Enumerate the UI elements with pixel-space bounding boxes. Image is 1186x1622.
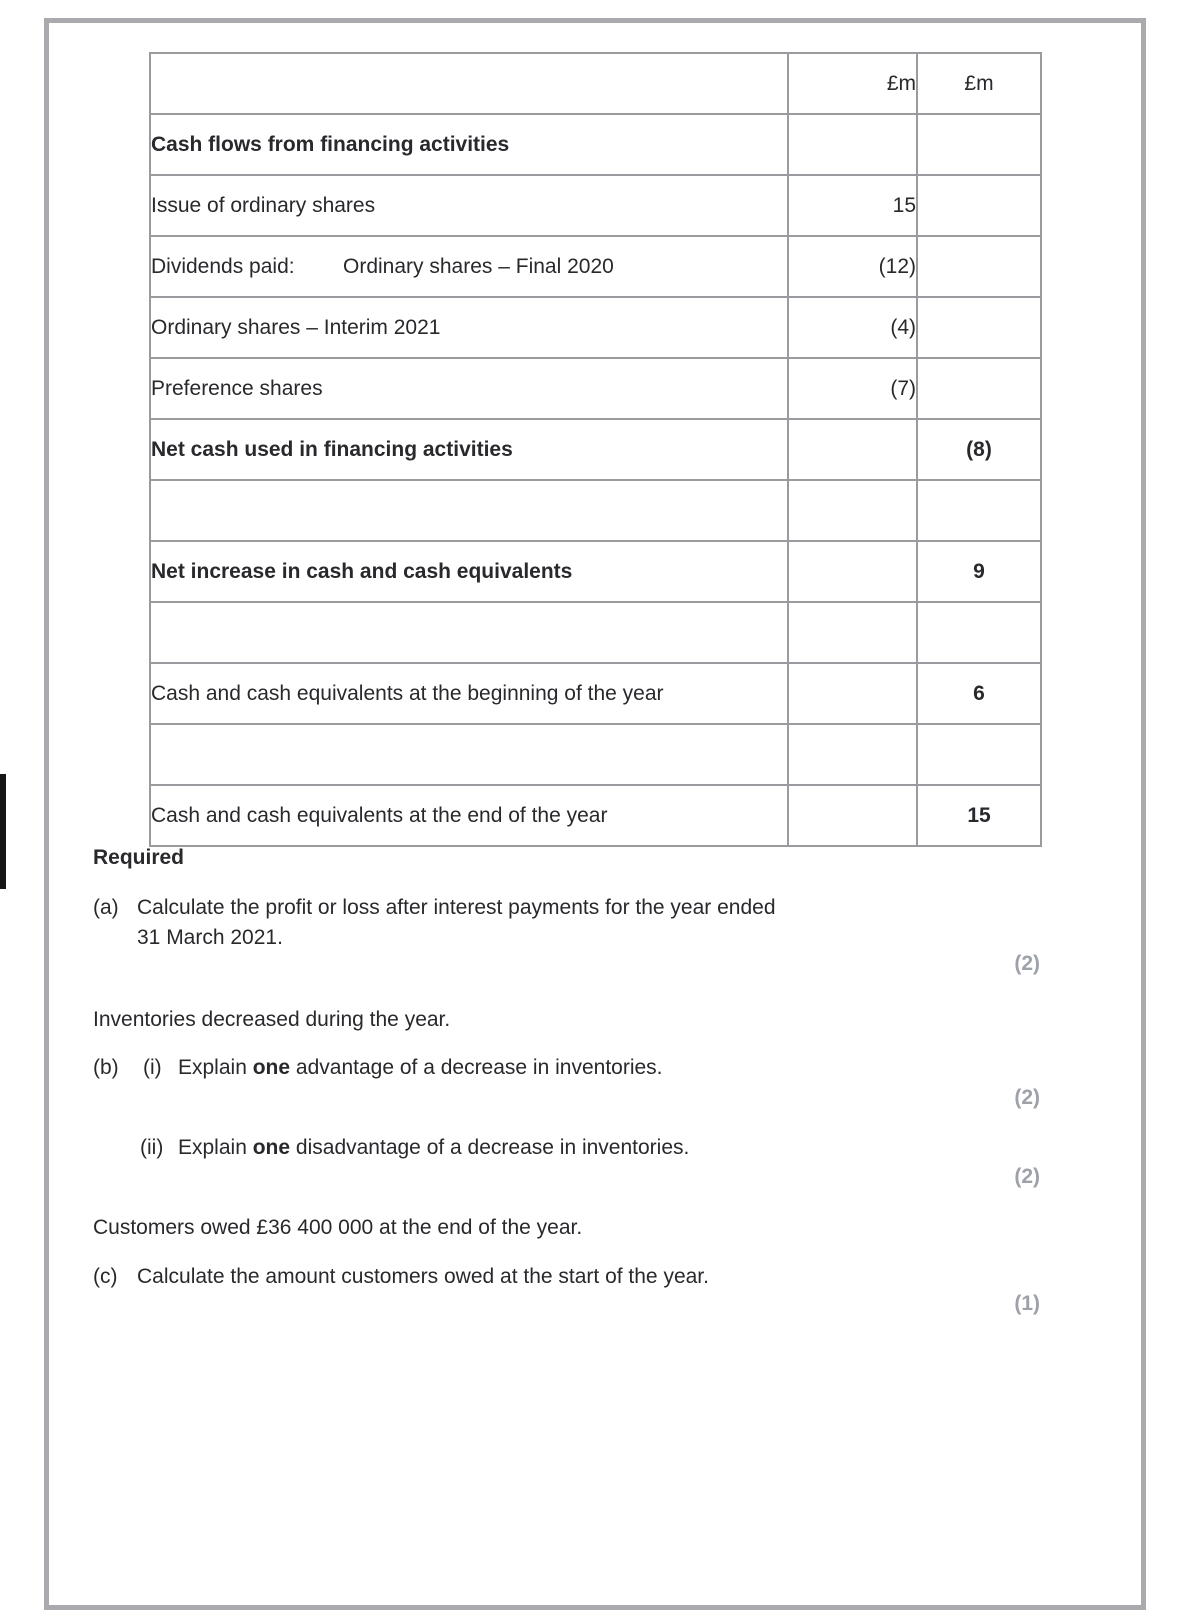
part-b-ii-marks: (2)	[1014, 1165, 1040, 1188]
table-row: Net cash used in financing activities (8…	[149, 418, 1042, 481]
part-a-line1: (a) Calculate the profit or loss after in…	[93, 895, 776, 921]
inventories-note: Inventories decreased during the year.	[93, 1008, 451, 1031]
amount-cell	[787, 723, 918, 786]
part-b-number: (b)	[93, 1056, 119, 1079]
part-b-i-number: (i)	[143, 1056, 162, 1079]
amount-cell	[787, 601, 918, 664]
customers-note: Customers owed £36 400 000 at the end of…	[93, 1216, 583, 1239]
amount-cell: (7)	[787, 357, 918, 420]
table-header-row: £m £m	[149, 52, 1042, 115]
amount-cell	[787, 418, 918, 481]
table-row-blank	[149, 479, 1042, 542]
part-a-text: Calculate the profit or loss after inter…	[137, 896, 776, 919]
row-label: Cash and cash equivalents at the beginni…	[149, 662, 789, 725]
amount-cell	[787, 540, 918, 603]
header-m2: £m	[916, 52, 1042, 115]
part-b-ii-line: (ii) Explain one disadvantage of a decrea…	[140, 1135, 689, 1161]
table-row: Cash flows from financing activities	[149, 113, 1042, 176]
amount-cell: 15	[787, 174, 918, 237]
part-b-ii-text-post: disadvantage of a decrease in inventorie…	[295, 1136, 690, 1159]
total-cell: 6	[916, 662, 1042, 725]
row-label-prefix: Dividends paid:	[151, 254, 295, 278]
table-row: Ordinary shares – Interim 2021 (4)	[149, 296, 1042, 359]
amount-cell: (12)	[787, 235, 918, 298]
row-label: Issue of ordinary shares	[149, 174, 789, 237]
row-label: Net cash used in financing activities	[149, 418, 789, 481]
table-row: Cash and cash equivalents at the beginni…	[149, 662, 1042, 725]
row-label: Net increase in cash and cash equivalent…	[149, 540, 789, 603]
header-blank-cell	[149, 52, 789, 115]
part-b-i-bold-word: one	[252, 1056, 291, 1079]
required-heading: Required	[93, 846, 185, 869]
part-b-i-text-pre: Explain	[178, 1056, 247, 1079]
part-c-number: (c)	[93, 1265, 118, 1288]
total-cell: 15	[916, 784, 1042, 847]
row-label	[149, 723, 789, 786]
table-row: Issue of ordinary shares 15	[149, 174, 1042, 237]
total-cell	[916, 601, 1042, 664]
amount-cell	[787, 662, 918, 725]
table-row: Preference shares (7)	[149, 357, 1042, 420]
row-label: Cash and cash equivalents at the end of …	[149, 784, 789, 847]
total-cell	[916, 479, 1042, 542]
left-edge-black-marker	[0, 774, 6, 889]
part-c-line: (c) Calculate the amount customers owed a…	[93, 1264, 709, 1290]
row-label	[149, 479, 789, 542]
part-a-number: (a)	[93, 896, 119, 919]
total-cell	[916, 296, 1042, 359]
total-cell: (8)	[916, 418, 1042, 481]
row-sublabel: Ordinary shares – Final 2020	[343, 254, 614, 278]
table-row: Net increase in cash and cash equivalent…	[149, 540, 1042, 603]
part-b-ii-text-pre: Explain	[178, 1136, 247, 1159]
total-cell	[916, 357, 1042, 420]
row-sublabel: Ordinary shares – Interim 2021	[149, 296, 789, 359]
part-b-i-line: (b) (i) Explain one advantage of a decreas…	[93, 1055, 663, 1081]
amount-cell: (4)	[787, 296, 918, 359]
cash-flow-table: £m £m Cash flows from financing activiti…	[149, 52, 1042, 847]
row-label: Cash flows from financing activities	[149, 113, 789, 176]
part-c-text: Calculate the amount customers owed at t…	[137, 1265, 709, 1288]
row-sublabel: Preference shares	[149, 357, 789, 420]
row-label: Dividends paid: Ordinary shares – Final 2…	[149, 235, 789, 298]
table-row: Dividends paid: Ordinary shares – Final 2…	[149, 235, 1042, 298]
table-row-blank	[149, 723, 1042, 786]
part-b-ii-bold-word: one	[252, 1136, 291, 1159]
total-cell: 9	[916, 540, 1042, 603]
row-label	[149, 601, 789, 664]
part-b-i-text-post: advantage of a decrease in inventories.	[295, 1056, 663, 1079]
header-m1: £m	[787, 52, 918, 115]
part-a-marks: (2)	[1014, 952, 1040, 975]
part-c-marks: (1)	[1014, 1292, 1040, 1315]
amount-cell	[787, 479, 918, 542]
table-row: Cash and cash equivalents at the end of …	[149, 784, 1042, 847]
table-row-blank	[149, 601, 1042, 664]
part-b-i-marks: (2)	[1014, 1086, 1040, 1109]
amount-cell	[787, 784, 918, 847]
total-cell	[916, 235, 1042, 298]
total-cell	[916, 113, 1042, 176]
part-b-ii-number: (ii)	[140, 1136, 164, 1159]
amount-cell	[787, 113, 918, 176]
total-cell	[916, 174, 1042, 237]
total-cell	[916, 723, 1042, 786]
part-a-line2: 31 March 2021.	[137, 926, 283, 949]
